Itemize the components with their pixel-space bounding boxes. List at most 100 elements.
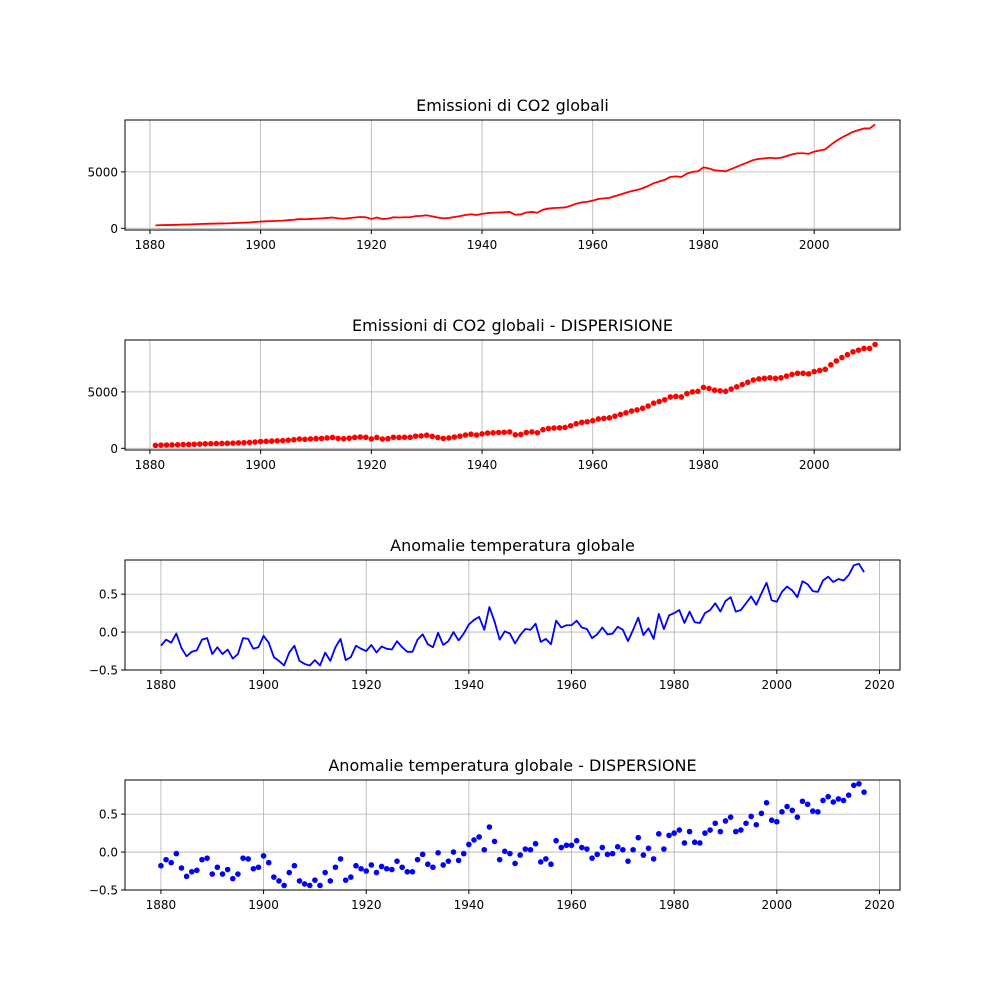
data-point — [640, 852, 647, 858]
data-point — [711, 387, 718, 394]
data-point — [379, 436, 386, 442]
data-point — [279, 437, 286, 444]
x-tick-label: 1940 — [454, 678, 485, 692]
data-point — [346, 435, 353, 441]
x-tick-label: 1880 — [146, 898, 177, 912]
data-point — [761, 375, 768, 382]
data-point — [578, 844, 585, 851]
data-point — [568, 842, 575, 849]
data-point — [707, 827, 713, 833]
data-point — [255, 864, 262, 871]
data-point — [612, 413, 618, 419]
data-point — [473, 432, 480, 438]
y-tick-label: −0.5 — [89, 664, 118, 678]
data-point — [855, 347, 862, 353]
y-tick-label: 0.5 — [99, 808, 118, 822]
data-point — [809, 808, 816, 814]
data-point — [340, 435, 347, 442]
data-point — [418, 433, 424, 439]
data-point — [208, 440, 214, 447]
data-point — [794, 814, 801, 820]
data-point — [260, 853, 267, 859]
data-point — [606, 415, 613, 421]
data-point — [183, 873, 190, 880]
x-tick-label: 2020 — [864, 898, 895, 912]
data-point — [866, 345, 873, 352]
data-point — [419, 851, 426, 858]
y-tick-label: 0.5 — [99, 588, 118, 602]
data-point — [532, 840, 539, 847]
data-point — [335, 435, 341, 442]
y-tick-label: 5000 — [87, 165, 118, 179]
data-point — [502, 848, 508, 855]
data-point — [728, 386, 734, 392]
y-tick-label: 0.0 — [99, 626, 118, 640]
data-point — [202, 440, 209, 447]
data-point — [194, 867, 200, 874]
data-point — [517, 852, 523, 858]
data-point — [778, 374, 784, 381]
data-point — [756, 376, 762, 382]
data-point — [224, 866, 231, 873]
data-point — [691, 839, 698, 846]
data-point — [404, 868, 411, 875]
data-point — [481, 846, 488, 853]
x-tick-label: 1900 — [245, 458, 276, 472]
axes-frame — [124, 779, 901, 891]
data-point — [196, 441, 203, 447]
data-point — [445, 858, 452, 864]
data-point — [322, 869, 328, 876]
data-point — [656, 398, 662, 405]
data-point — [348, 874, 354, 880]
data-point — [601, 415, 607, 422]
data-point — [840, 797, 847, 804]
x-tick-label: 1880 — [135, 238, 166, 252]
data-point — [327, 878, 334, 884]
data-point — [789, 807, 796, 814]
chart-temperature-line: Anomalie temperatura globale 1880 1900 192… — [89, 536, 901, 692]
data-point — [451, 434, 458, 440]
data-point — [686, 828, 693, 835]
data-point — [188, 868, 195, 875]
data-point — [430, 864, 436, 871]
data-point — [563, 842, 570, 849]
data-point — [739, 381, 746, 388]
data-point — [229, 875, 236, 882]
data-point — [861, 345, 867, 352]
data-point — [529, 429, 535, 435]
data-point — [373, 869, 380, 876]
data-point — [717, 387, 723, 394]
data-point — [257, 438, 264, 445]
data-point — [768, 817, 775, 824]
data-point — [358, 865, 364, 872]
data-point — [414, 856, 421, 863]
series-line — [155, 123, 876, 227]
x-tick-label: 2000 — [762, 678, 793, 692]
data-point — [851, 782, 857, 789]
chart-title: Emissioni di CO2 globali — [416, 96, 609, 115]
data-point — [727, 814, 734, 820]
data-point — [240, 855, 246, 861]
data-point — [250, 865, 257, 872]
y-tick-label: 0 — [110, 442, 118, 456]
data-point — [661, 846, 667, 852]
x-tick-label: 1960 — [556, 678, 587, 692]
data-point — [291, 436, 297, 443]
data-point — [689, 389, 696, 395]
data-point — [302, 436, 308, 443]
data-point — [645, 403, 651, 409]
data-point — [584, 418, 591, 425]
data-point — [835, 796, 842, 802]
data-point — [281, 882, 287, 889]
data-point — [158, 862, 164, 869]
data-point — [291, 862, 298, 869]
data-point — [301, 881, 308, 887]
data-point — [423, 432, 430, 439]
data-point — [471, 837, 477, 843]
data-point — [594, 851, 600, 858]
data-point — [307, 436, 314, 442]
data-point — [628, 408, 635, 414]
data-point — [551, 425, 557, 431]
data-point — [804, 801, 811, 808]
data-point — [351, 434, 358, 441]
